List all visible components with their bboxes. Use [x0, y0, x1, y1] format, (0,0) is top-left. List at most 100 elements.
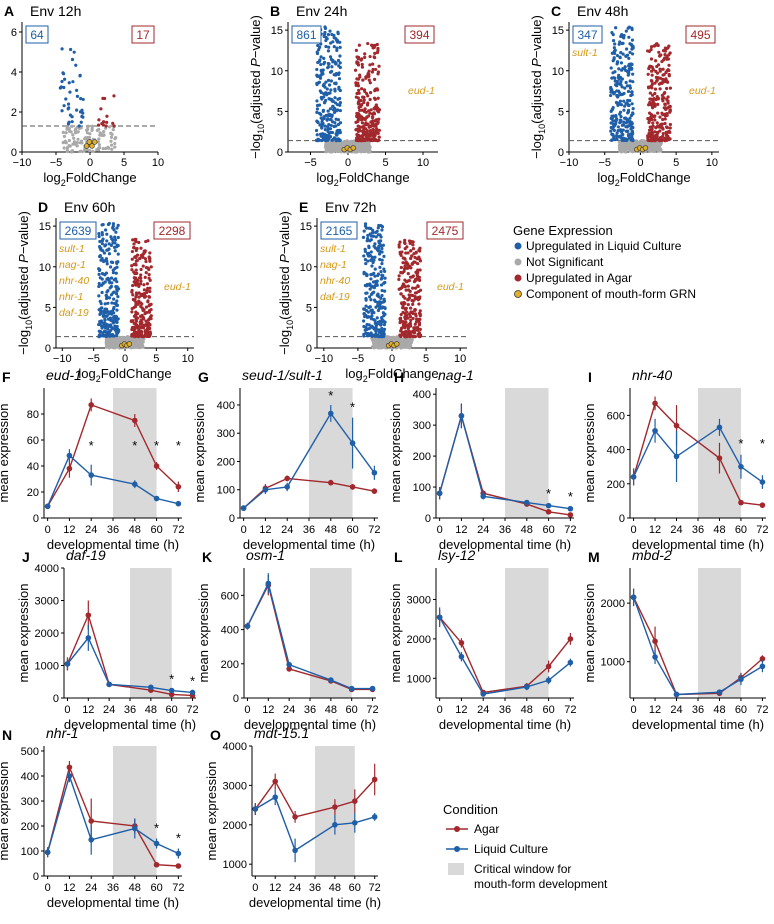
x-tick-label: 12: [63, 882, 75, 894]
volcano-point: [374, 104, 379, 109]
y-tick-label: 300: [21, 796, 39, 808]
data-point-agar: [66, 764, 73, 771]
volcano-point: [377, 135, 381, 139]
volcano-point: [330, 69, 334, 74]
volcano-point: [97, 118, 101, 122]
x-tick-label: 24: [103, 704, 115, 716]
y-tick-label: 2000: [601, 598, 625, 610]
volcano-point: [138, 282, 143, 286]
data-point-liquid: [673, 691, 680, 698]
panel-letter-g: G: [198, 369, 209, 385]
volcano-point: [130, 268, 134, 272]
volcano-point: [666, 46, 670, 50]
volcano-point: [103, 273, 107, 277]
volcano-point: [404, 306, 408, 310]
x-tick-label: 72: [564, 704, 576, 716]
volcano-point: [334, 81, 338, 85]
volcano-point: [363, 52, 367, 56]
volcano-point: [146, 299, 150, 303]
volcano-point: [630, 133, 634, 137]
volcano-point: [617, 67, 621, 71]
data-point-liquid: [738, 676, 744, 683]
volcano-point: [336, 30, 340, 34]
volcano-point: [359, 58, 363, 62]
xlabel-j: developmental time (h): [64, 717, 196, 732]
volcano-point: [100, 290, 104, 295]
volcano-point: [403, 241, 407, 246]
volcano-point: [111, 319, 115, 323]
data-point-liquid: [652, 654, 658, 660]
volcano-point: [317, 80, 321, 84]
volcano-point: [416, 332, 420, 336]
volcano-point: [379, 329, 383, 333]
volcano-point: [359, 104, 363, 108]
volcano-point: [79, 149, 83, 153]
volcano-point: [326, 127, 330, 131]
volcano-point: [366, 122, 370, 126]
data-point-agar: [371, 776, 378, 783]
volcano-point: [315, 138, 319, 143]
volcano-point: [615, 137, 619, 141]
volcano-point: [391, 336, 395, 340]
volcano-point: [109, 131, 113, 135]
volcano-point: [350, 141, 354, 145]
volcano-point: [142, 283, 146, 287]
volcano-point: [663, 117, 667, 121]
volcano-point: [376, 120, 380, 124]
volcano-point: [626, 89, 631, 94]
x-tick-label: 12: [259, 524, 271, 536]
volcano-point: [377, 128, 381, 132]
volcano-point: [106, 323, 110, 327]
volcano-x-tick-label: 0: [389, 353, 395, 365]
volcano-grn-point: [126, 341, 133, 347]
volcano-point: [617, 146, 621, 151]
volcano-point: [369, 277, 373, 281]
y-tick-label: 0: [33, 513, 39, 525]
volcano-point: [110, 147, 114, 151]
volcano-point: [630, 38, 635, 42]
volcano-point: [365, 291, 369, 295]
volcano-point: [149, 265, 153, 269]
y-tick-label: 2000: [35, 628, 59, 640]
y-tick-label: 0: [33, 871, 39, 883]
volcano-point: [627, 56, 631, 60]
volcano-panel-c: C Env 48h 0 5 10 15 −10 −5 0 5 10 347 495 sult-1 eud-1…: [529, 3, 719, 188]
volcano-x-tick-label: −5: [352, 353, 365, 365]
volcano-point: [662, 106, 666, 110]
volcano-point: [86, 136, 90, 140]
volcano-point: [362, 100, 366, 105]
volcano-point: [334, 131, 339, 136]
volcano-point: [356, 149, 360, 153]
data-point-liquid: [759, 663, 766, 670]
volcano-point: [71, 142, 75, 146]
volcano-xlabel-a: log2FoldChange: [43, 170, 136, 188]
volcano-point: [661, 117, 665, 122]
volcano-point: [366, 41, 370, 46]
volcano-point: [630, 130, 635, 134]
volcano-point: [650, 65, 655, 70]
data-point-liquid: [175, 850, 182, 857]
volcano-point: [666, 95, 670, 99]
volcano-point: [382, 299, 387, 303]
y-tick-label: 3000: [35, 596, 59, 608]
volcano-point: [375, 279, 379, 283]
volcano-point: [111, 334, 115, 338]
volcano-point: [371, 62, 375, 66]
data-point-liquid: [240, 505, 247, 511]
volcano-point: [377, 334, 382, 338]
volcano-point: [331, 120, 335, 124]
y-tick-label: 0: [233, 693, 239, 705]
volcano-point: [367, 251, 371, 255]
volcano-point: [98, 146, 102, 150]
count-box-up-b: [404, 25, 435, 44]
volcano-point: [86, 124, 90, 128]
volcano-point: [663, 138, 667, 143]
volcano-point: [147, 255, 151, 259]
y-tick-label: 400: [217, 400, 235, 412]
legend-swatch-grn: [514, 290, 522, 298]
y-tick-label: 200: [217, 456, 235, 468]
volcano-point: [130, 288, 134, 293]
x-tick-label: 60: [166, 704, 178, 716]
volcano-point: [376, 233, 380, 237]
volcano-point: [97, 335, 101, 339]
